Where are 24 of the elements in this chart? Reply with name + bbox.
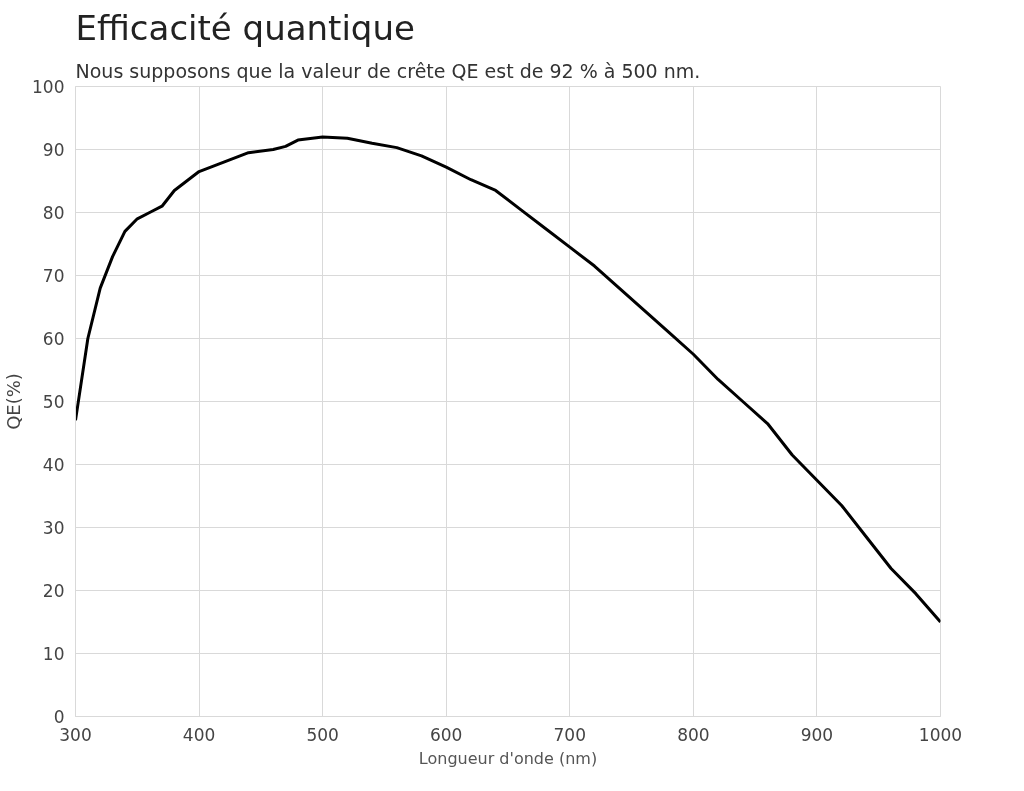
y-tick-label: 0 xyxy=(53,707,65,727)
y-tick-label: 70 xyxy=(42,266,65,286)
chart-subtitle: Nous supposons que la valeur de crête QE est de 92 % à 500 nm. xyxy=(75,59,701,82)
x-tick-label: 400 xyxy=(182,724,216,745)
x-tick-label: 600 xyxy=(429,724,463,745)
y-axis-title: QE(%) xyxy=(3,373,25,430)
y-tick-label: 10 xyxy=(42,644,65,664)
y-tick-label: 80 xyxy=(42,203,65,223)
y-tick-label: 40 xyxy=(42,455,65,475)
x-tick-label: 300 xyxy=(59,724,92,745)
line-series xyxy=(75,135,941,624)
y-tick-label: 50 xyxy=(42,392,65,412)
x-tick-label: 900 xyxy=(800,724,834,745)
x-tick-label: 700 xyxy=(553,724,587,745)
y-tick-label: 30 xyxy=(42,518,65,538)
x-tick-label: 500 xyxy=(306,724,339,745)
x-tick-label: 1000 xyxy=(918,724,963,745)
y-tick-label: 20 xyxy=(42,581,65,601)
y-tick-label: 100 xyxy=(32,77,65,97)
y-tick-label: 90 xyxy=(42,140,65,160)
x-tick-label: 800 xyxy=(677,724,710,745)
chart-title: Efficacité quantique xyxy=(75,7,415,48)
x-axis-title: Longueur d'onde (nm) xyxy=(418,748,598,768)
y-tick-label: 60 xyxy=(42,329,65,349)
